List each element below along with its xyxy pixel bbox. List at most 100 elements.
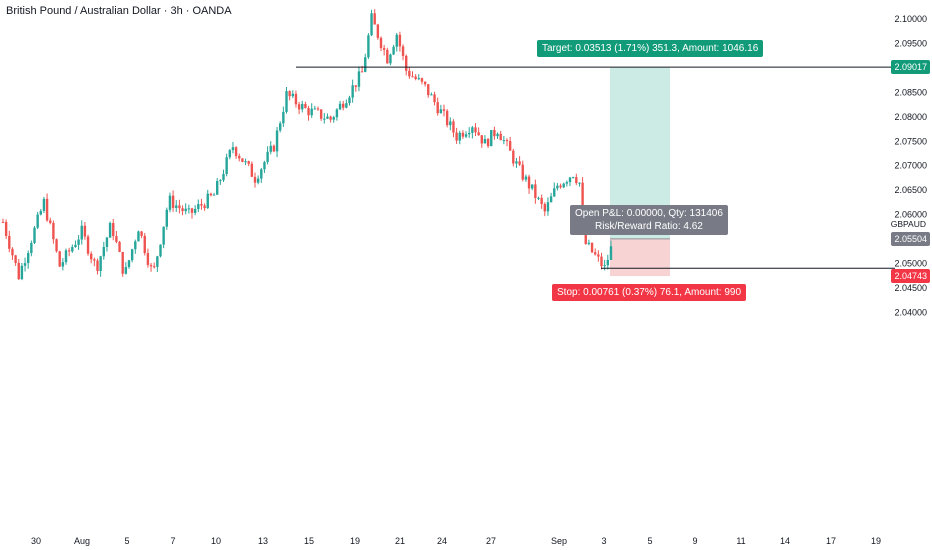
candle-body (534, 184, 537, 199)
candle-body (360, 71, 364, 73)
symbol-label: GBPAUD (890, 218, 926, 229)
candle-body (594, 252, 597, 255)
candle-body (184, 208, 187, 212)
x-tick-label: 11 (736, 536, 745, 546)
x-tick-label: 14 (780, 536, 790, 546)
candle-body (61, 262, 65, 267)
x-tick-label: 10 (211, 536, 221, 546)
candle-body (376, 24, 380, 38)
candle-body (74, 244, 77, 248)
y-tick-label: 2.08000 (894, 112, 927, 122)
x-tick-label: Sep (551, 536, 567, 546)
candle-body (71, 247, 74, 252)
candle-body (521, 164, 524, 180)
candle-body (222, 173, 225, 181)
candle-body (209, 193, 213, 196)
candle-body (225, 157, 228, 174)
candle-body (190, 208, 194, 213)
candle-body (64, 250, 68, 263)
candle-body (263, 162, 266, 170)
candle-body (351, 85, 354, 98)
candle-body (4, 222, 8, 236)
candle-body (279, 123, 282, 131)
candle-body (326, 116, 329, 119)
target-label[interactable]: Target: 0.03513 (1.71%) 351.3, Amount: 1… (537, 40, 764, 58)
candle-body (168, 195, 172, 210)
candle-body (118, 241, 121, 252)
candle-body (468, 132, 471, 135)
candle-body (518, 161, 521, 165)
candle-body (162, 226, 165, 245)
candle-body (606, 259, 609, 266)
candle-body (474, 127, 477, 133)
candle-body (430, 94, 433, 96)
stop-label[interactable]: Stop: 0.00761 (0.37%) 76.1, Amount: 990 (552, 284, 747, 302)
candle-body (338, 103, 342, 110)
candle-body (329, 116, 332, 120)
y-tick-label: 2.04000 (894, 307, 927, 317)
candle-body (461, 132, 465, 137)
candle-body (121, 251, 124, 274)
candle-body (342, 103, 345, 108)
candle-body (112, 223, 115, 237)
candle-body (405, 55, 408, 71)
candle-body (42, 198, 46, 211)
candle-body (269, 145, 272, 152)
candle-body (58, 251, 61, 267)
x-tick-label: 3 (601, 536, 606, 546)
risk-reward-text: Risk/Reward Ratio: 4.62 (595, 220, 703, 232)
candle-body (301, 103, 304, 110)
candle-body (93, 259, 96, 261)
candle-body (288, 91, 291, 97)
candle-body (36, 214, 39, 228)
candle-body (575, 177, 578, 184)
candle-body (294, 93, 298, 105)
candle-body (304, 103, 307, 109)
candle-body (102, 246, 105, 257)
x-tick-label: Aug (74, 536, 90, 546)
candle-body (219, 180, 222, 182)
candle-body (193, 209, 197, 213)
candle-body (212, 194, 216, 196)
candle-body (124, 267, 128, 274)
y-tick-label: 2.06500 (894, 185, 927, 195)
position-info-label[interactable]: Open P&L: 0.00000, Qty: 131406 Risk/Rewa… (570, 204, 728, 235)
x-tick-label: 19 (871, 536, 881, 546)
level-lines (296, 66, 895, 269)
candle-body (27, 253, 30, 264)
stop-price-tag: 2.04743 (891, 269, 930, 284)
candle-body (543, 204, 546, 212)
y-tick-label: 2.08500 (894, 87, 927, 97)
candle-body (105, 237, 109, 247)
candle-body (395, 34, 398, 47)
time-axis: 30 Aug 5 7 10 13 15 19 21 24 27 Sep 3 5 9 11 14 17 19 (31, 536, 881, 546)
y-tick-label: 2.09500 (894, 38, 927, 48)
candle-body (282, 111, 285, 124)
candle-body (531, 184, 534, 189)
candle-body (319, 109, 323, 119)
candle-body (244, 161, 247, 163)
candle-body (23, 263, 27, 266)
candle-body (408, 70, 411, 77)
candle-body (455, 132, 458, 141)
candle-body (590, 242, 594, 253)
candle-body (483, 139, 487, 144)
candle-body (452, 121, 455, 133)
candle-body (134, 241, 137, 250)
candle-body (537, 197, 540, 199)
candle-body (549, 196, 553, 203)
candle-body (67, 250, 71, 252)
x-tick-label: 21 (395, 536, 405, 546)
candle-body (253, 176, 257, 183)
candle-body (480, 135, 483, 144)
candle-body (285, 91, 288, 112)
candle-body (559, 185, 562, 188)
candle-body (323, 118, 326, 120)
candle-body (433, 94, 436, 103)
candle-body (153, 266, 156, 268)
candle-body (8, 235, 11, 249)
candle-body (568, 177, 572, 183)
candle-body (354, 85, 357, 87)
candle-body (171, 195, 175, 208)
